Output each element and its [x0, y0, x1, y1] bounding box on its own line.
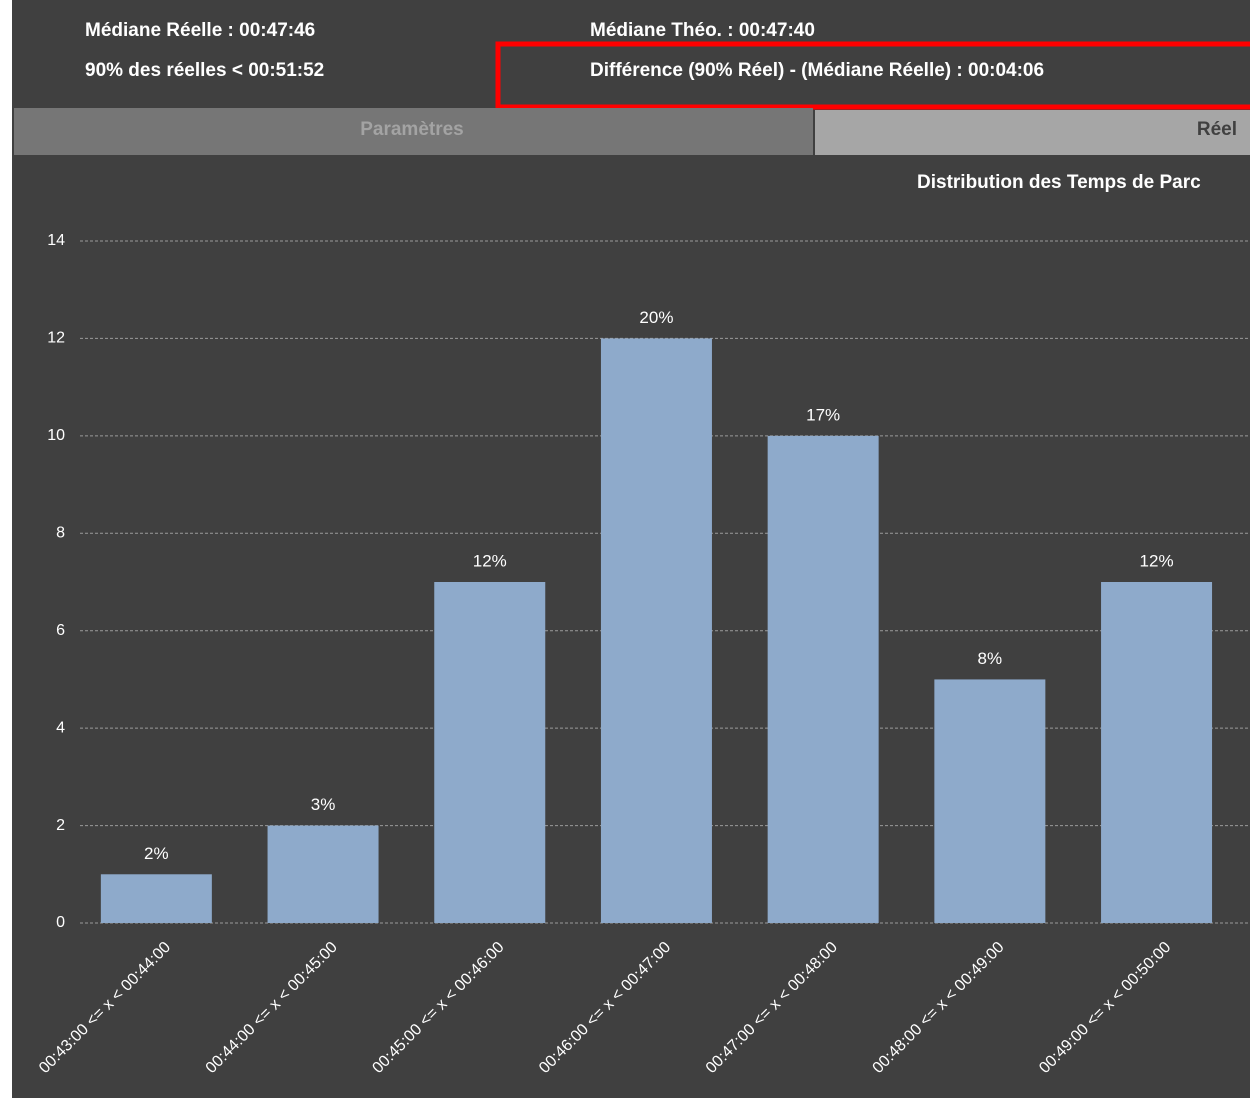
y-tick-label: 8	[56, 525, 65, 542]
data-label: 12%	[473, 551, 507, 570]
bar	[934, 679, 1046, 923]
data-label: 2%	[144, 844, 169, 863]
p90-real: 90% des réelles < 00:51:52	[85, 60, 324, 81]
bar	[767, 435, 879, 923]
tab-label[interactable]: Réel	[1197, 119, 1237, 140]
y-tick-label: 12	[47, 330, 65, 347]
bar	[100, 874, 212, 923]
highlight-box	[495, 41, 1250, 110]
difference: Différence (90% Réel) - (Médiane Réelle)…	[590, 60, 1044, 81]
data-label: 12%	[1140, 551, 1174, 570]
chart-title: Distribution des Temps de Parc	[917, 172, 1201, 193]
bar	[267, 825, 379, 923]
bar	[434, 582, 546, 923]
median-real: Médiane Réelle : 00:47:46	[85, 20, 315, 41]
data-label: 20%	[639, 308, 673, 327]
tab[interactable]	[815, 110, 1250, 155]
data-label: 17%	[806, 405, 840, 424]
y-tick-label: 14	[47, 232, 65, 249]
bar	[600, 338, 712, 923]
tab-label[interactable]: Paramètres	[360, 119, 464, 140]
median-theo: Médiane Théo. : 00:47:40	[590, 20, 815, 41]
y-tick-label: 6	[56, 622, 65, 639]
tab[interactable]	[14, 108, 813, 155]
y-tick-label: 2	[56, 817, 65, 834]
y-tick-label: 10	[47, 427, 65, 444]
data-label: 8%	[978, 649, 1003, 668]
y-tick-label: 0	[56, 914, 65, 931]
y-tick-label: 4	[56, 719, 65, 736]
bar	[1101, 582, 1213, 923]
data-label: 3%	[311, 795, 336, 814]
